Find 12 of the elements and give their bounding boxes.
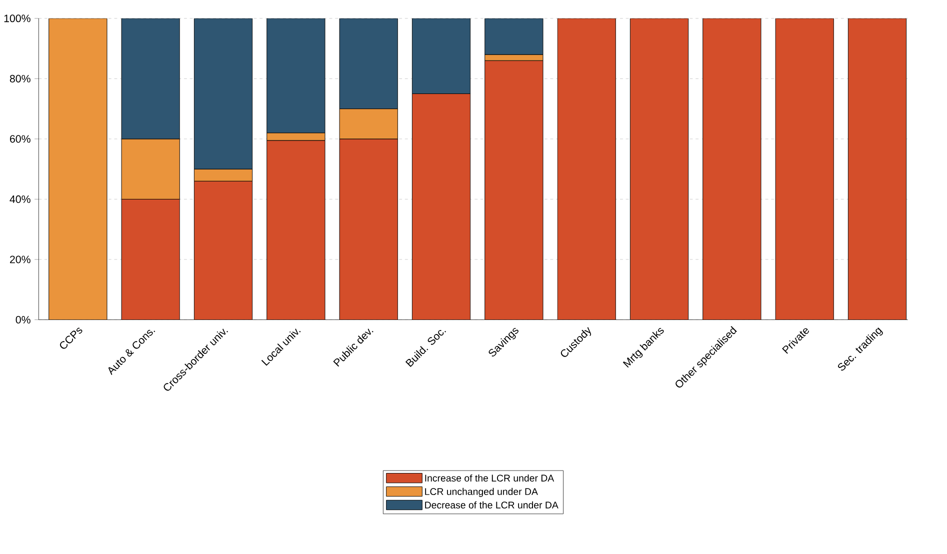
- bar: [775, 18, 834, 320]
- legend-label: Decrease of the LCR under DA: [425, 501, 558, 508]
- legend-label: LCR unchanged under DA: [425, 488, 538, 497]
- legend-label: Increase of the LCR under DA: [425, 474, 554, 482]
- y-tick-label: 40%: [10, 195, 30, 203]
- y-tick-label: 0%: [16, 316, 30, 324]
- y-tick-label: 100%: [4, 14, 30, 22]
- y-tick-label: 80%: [10, 74, 30, 82]
- y-tick-label: 20%: [10, 256, 30, 264]
- bar: [702, 18, 762, 320]
- y-tick-label: 60%: [10, 135, 30, 143]
- bar: [557, 18, 616, 320]
